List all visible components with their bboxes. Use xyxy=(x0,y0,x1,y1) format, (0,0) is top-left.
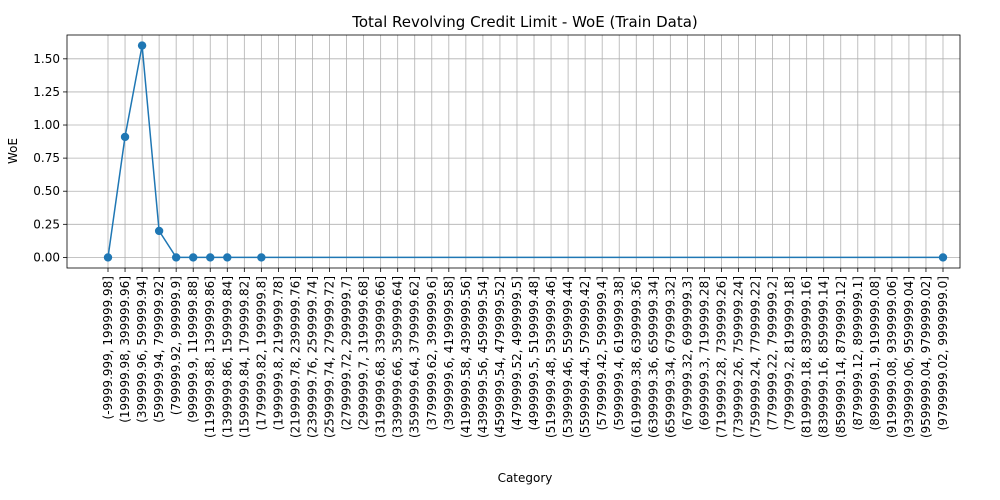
x-tick-label: (9199999.08, 9399999.06] xyxy=(885,276,899,438)
x-tick-label: (6199999.38, 6399999.36] xyxy=(629,276,643,438)
y-tick-label: 0.50 xyxy=(33,184,60,198)
x-axis-label: Category xyxy=(498,471,553,485)
x-tick-label: (8999999.1, 9199999.08] xyxy=(868,276,882,430)
x-tick-label: (5799999.42, 5999999.4] xyxy=(595,276,609,430)
x-tick-label: (8599999.14, 8799999.12] xyxy=(834,276,848,438)
grid-lines xyxy=(67,35,960,268)
x-tick-label: (3399999.66, 3599999.64] xyxy=(391,276,405,438)
x-tick-label: (599999.94, 799999.92] xyxy=(152,276,166,423)
x-tick-label: (3799999.62, 3999999.6] xyxy=(425,276,439,430)
x-tick-label: (2799999.72, 2999999.7] xyxy=(340,276,354,430)
x-tick-label: (7799999.22, 7999999.2] xyxy=(766,276,780,430)
x-tick-label: (1799999.82, 1999999.8] xyxy=(254,276,268,430)
x-tick-label: (9799999.02, 9999999.0] xyxy=(936,276,950,430)
x-tick-label: (6599999.34, 6799999.32] xyxy=(663,276,677,438)
x-tick-label: (2199999.78, 2399999.76] xyxy=(288,276,302,438)
x-tick-label: (-9999.999, 199999.98] xyxy=(101,276,115,419)
x-tick-label: (9399999.06, 9599999.04] xyxy=(902,276,916,438)
data-point xyxy=(938,253,948,262)
x-tick-label: (4399999.56, 4599999.54] xyxy=(476,276,490,438)
x-tick-label: (199999.98, 399999.96] xyxy=(118,276,132,423)
x-tick-label: (7399999.26, 7599999.24] xyxy=(732,276,746,438)
x-tick-label: (6999999.3, 7199999.28] xyxy=(697,276,711,430)
x-tick-label: (7999999.2, 8199999.18] xyxy=(783,276,797,430)
x-tick-label: (5399999.46, 5599999.44] xyxy=(561,276,575,438)
x-tick-label: (4799999.52, 4999999.5] xyxy=(510,276,524,430)
x-tick-label: (399999.96, 599999.94] xyxy=(135,276,149,423)
data-point xyxy=(257,253,266,262)
x-tick-label: (8399999.16, 8599999.14] xyxy=(817,276,831,438)
y-axis-label: WoE xyxy=(6,138,20,164)
y-tick-label: 0.75 xyxy=(33,151,60,165)
data-point xyxy=(223,253,232,262)
x-tick-label: (999999.9, 1199999.88] xyxy=(186,276,200,423)
y-tick-label: 0.00 xyxy=(33,250,60,264)
x-tick-label: (4599999.54, 4799999.52] xyxy=(493,276,507,438)
x-tick-label: (7599999.24, 7799999.22] xyxy=(749,276,763,438)
x-tick-label: (8799999.12, 8999999.1] xyxy=(851,276,865,430)
x-tick-label: (6399999.36, 6599999.34] xyxy=(646,276,660,438)
x-tick-label: (9599999.04, 9799999.02] xyxy=(919,276,933,438)
data-point xyxy=(206,253,215,262)
x-tick-label: (799999.92, 999999.9] xyxy=(169,276,183,415)
y-axis-ticks: 0.00 0.25 0.50 0.75 1.00 1.25 1.50 xyxy=(33,52,67,264)
x-tick-label: (3199999.68, 3399999.66] xyxy=(374,276,388,438)
x-tick-label: (4999999.5, 5199999.48] xyxy=(527,276,541,430)
data-point xyxy=(171,253,181,262)
data-point xyxy=(120,132,130,142)
x-tick-label: (5999999.4, 6199999.38] xyxy=(612,276,626,430)
x-tick-label: (1399999.86, 1599999.84] xyxy=(220,276,234,438)
data-point xyxy=(137,41,147,50)
y-tick-label: 1.00 xyxy=(33,118,60,132)
x-tick-label: (2999999.7, 3199999.68] xyxy=(357,276,371,430)
x-tick-label: (4199999.58, 4399999.56] xyxy=(459,276,473,438)
x-tick-label: (1999999.8, 2199999.78] xyxy=(271,276,285,430)
x-tick-label: (2599999.74, 2799999.72] xyxy=(323,276,337,438)
woe-series xyxy=(103,41,948,262)
series-line xyxy=(107,45,943,259)
chart-title: Total Revolving Credit Limit - WoE (Trai… xyxy=(351,13,698,31)
plot-frame xyxy=(66,34,961,269)
y-tick-label: 0.25 xyxy=(33,217,60,231)
data-point xyxy=(154,226,164,236)
y-tick-label: 1.50 xyxy=(33,52,60,66)
x-tick-label: (7199999.28, 7399999.26] xyxy=(714,276,728,438)
x-tick-label: (6799999.32, 6999999.3] xyxy=(680,276,694,430)
x-axis-ticks: (-9999.999, 199999.98] (199999.98, 399999… xyxy=(101,268,950,438)
x-tick-label: (8199999.18, 8399999.16] xyxy=(800,276,814,438)
x-tick-label: (1199999.88, 1399999.86] xyxy=(203,276,217,438)
x-tick-label: (5599999.44, 5799999.42] xyxy=(578,276,592,438)
y-tick-label: 1.25 xyxy=(33,85,60,99)
x-tick-label: (3599999.64, 3799999.62] xyxy=(408,276,422,438)
x-tick-label: (1599999.84, 1799999.82] xyxy=(237,276,251,438)
x-tick-label: (2399999.76, 2599999.74] xyxy=(305,276,319,438)
data-point xyxy=(189,253,198,262)
x-tick-label: (3999999.6, 4199999.58] xyxy=(442,276,456,430)
data-point xyxy=(103,253,113,262)
x-tick-label: (5199999.48, 5399999.46] xyxy=(544,276,558,438)
